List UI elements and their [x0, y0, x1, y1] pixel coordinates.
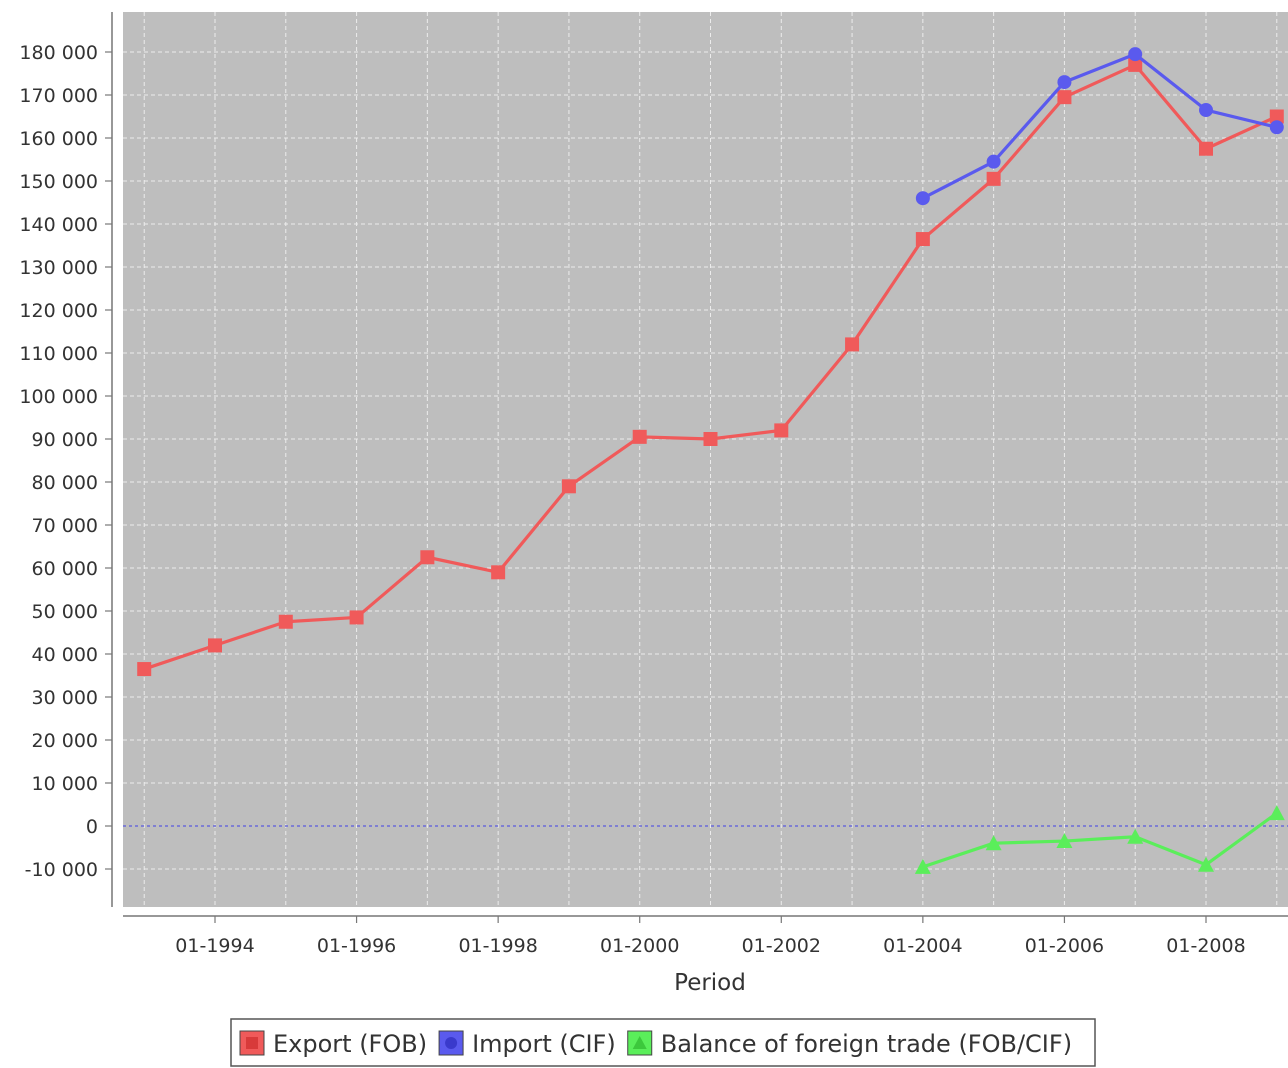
data-point: [561, 479, 576, 494]
x-tick-label: 01-1994: [175, 935, 254, 957]
data-point: [914, 858, 931, 874]
data-point: [1127, 828, 1144, 844]
series-1: [137, 57, 1284, 677]
y-tick-label: 20 000: [32, 730, 98, 752]
legend-marker: [445, 1037, 458, 1049]
y-tick-label: 40 000: [32, 644, 98, 666]
data-point: [632, 429, 647, 444]
x-tick-label: 01-2004: [883, 935, 962, 957]
y-tick-label: 0: [86, 816, 98, 838]
y-tick-label: 60 000: [32, 558, 98, 580]
y-tick-label: 170 000: [19, 85, 98, 107]
data-point: [491, 565, 506, 580]
x-tick-label: 01-2006: [1025, 935, 1104, 957]
series-line: [922, 811, 1278, 869]
legend-marker: [246, 1037, 258, 1049]
y-tick-label: 70 000: [32, 515, 98, 537]
data-point: [774, 423, 789, 438]
data-point: [915, 191, 930, 206]
data-point: [1128, 47, 1143, 62]
data-point: [703, 432, 718, 446]
data-point: [278, 614, 293, 629]
plot-area: [123, 12, 1288, 907]
data-point: [1268, 805, 1285, 821]
data-point: [208, 638, 222, 653]
data-point: [420, 550, 435, 565]
y-tick-label: 180 000: [19, 42, 98, 64]
legend-entry: Import (CIF): [438, 1030, 616, 1058]
y-tick-label: 100 000: [19, 386, 98, 408]
data-point: [986, 154, 1001, 169]
y-tick-label: 80 000: [32, 472, 98, 494]
y-tick-label: 120 000: [19, 300, 98, 322]
data-point: [1057, 90, 1072, 105]
y-tick-label: 10 000: [32, 773, 98, 795]
data-point: [1057, 75, 1072, 90]
x-tick-label: 01-2002: [742, 935, 821, 957]
legend-label: Export (FOB): [273, 1030, 427, 1058]
data-point: [915, 232, 930, 247]
data-point: [1056, 833, 1073, 849]
legend-entries: Export (FOB) Import (CIF) Balance of forei…: [239, 1030, 1072, 1058]
legend-entry: Balance of foreign trade (FOB/CIF): [627, 1030, 1072, 1058]
data-point: [1199, 141, 1213, 156]
legend-box: [230, 1018, 1096, 1067]
series-line: [922, 52, 1278, 200]
x-tick-label: 01-1996: [317, 935, 396, 957]
y-tick-label: 130 000: [19, 257, 98, 279]
y-tick-label: 140 000: [19, 214, 98, 236]
data-point: [1128, 57, 1143, 72]
y-tick-label: 90 000: [32, 429, 98, 451]
y-tick-label: 50 000: [32, 601, 98, 623]
data-point: [845, 337, 860, 352]
data-point: [1198, 856, 1214, 872]
data-point: [1199, 103, 1213, 118]
y-tick-label: 30 000: [32, 687, 98, 709]
x-tick-label: 01-1998: [458, 935, 537, 957]
series-2: [915, 47, 1284, 206]
data-point: [137, 662, 152, 677]
legend-label: Balance of foreign trade (FOB/CIF): [661, 1030, 1072, 1058]
legend-entry: Export (FOB): [239, 1030, 427, 1058]
y-axis-ticks: 180 000 170 000 160 000 150 000 140 000 130 0…: [19, 42, 112, 881]
legend-marker: [632, 1036, 647, 1049]
data-point: [349, 610, 364, 625]
x-axis-ticks: 01-1994 01-1996 01-1998 01-2000 01-2002 01-20…: [175, 916, 1246, 957]
x-tick-label: 01-2008: [1166, 935, 1245, 957]
y-tick-label: 150 000: [19, 171, 98, 193]
x-axis-title: Period: [674, 970, 746, 996]
y-tick-label: -10 000: [25, 859, 98, 881]
data-point: [1269, 109, 1284, 124]
series-3: [914, 805, 1285, 874]
x-tick-label: 01-2000: [600, 935, 679, 957]
y-tick-label: 110 000: [19, 343, 98, 365]
y-tick-label: 160 000: [19, 128, 98, 150]
legend-label: Import (CIF): [472, 1030, 616, 1058]
legend: Export (FOB) Import (CIF) Balance of forei…: [230, 1018, 1096, 1067]
data-point: [1269, 120, 1284, 135]
data-point: [986, 171, 1001, 186]
data-point: [985, 835, 1002, 851]
series-layer: [137, 47, 1285, 874]
